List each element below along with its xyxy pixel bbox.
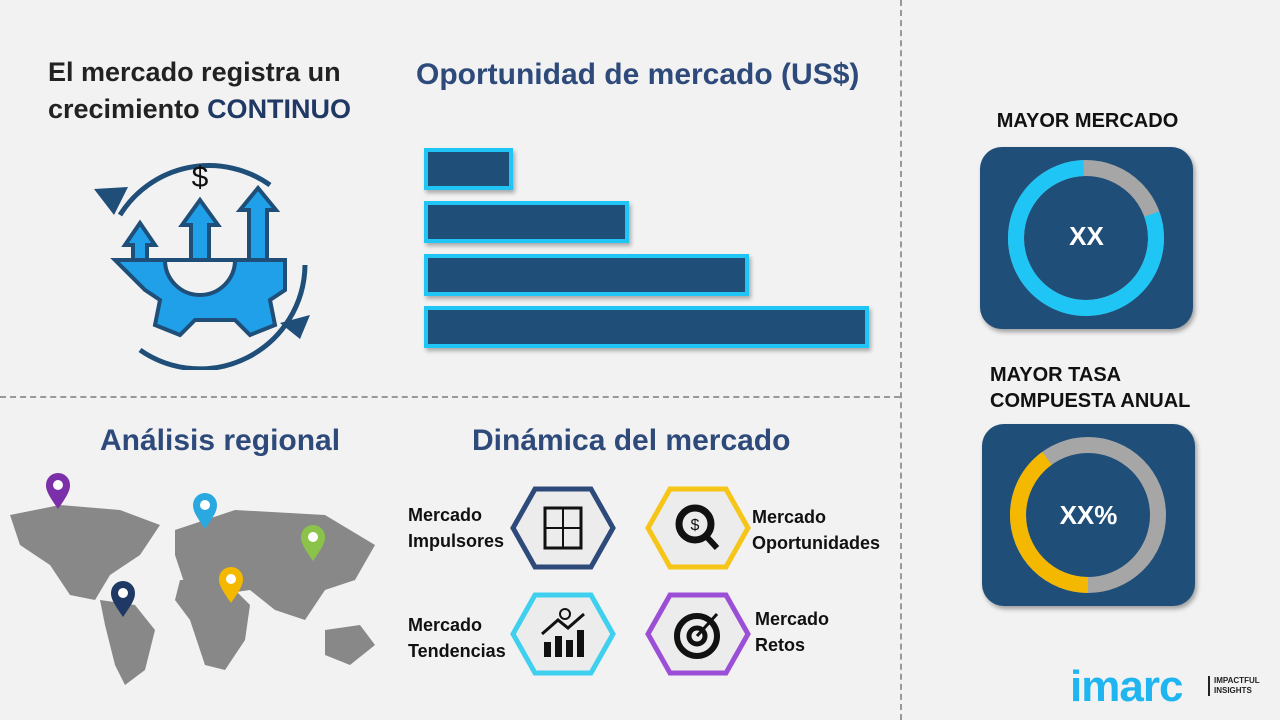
cagr-title-line2: COMPUESTA ANUAL bbox=[990, 390, 1191, 412]
location-pin-icon bbox=[111, 581, 135, 617]
dynamics-label: Mercado Oportunidades bbox=[752, 507, 881, 553]
location-pin-icon bbox=[46, 473, 70, 509]
cagr-card: XX% bbox=[982, 424, 1195, 606]
magnifier-dollar-icon: $ bbox=[645, 486, 751, 570]
opportunity-bar bbox=[424, 254, 749, 296]
logo-tag2: INSIGHTS bbox=[1214, 686, 1252, 695]
cagr-title-line1: MAYOR TASA bbox=[990, 364, 1122, 386]
dynamics-label: Mercado Impulsores bbox=[408, 505, 505, 551]
svg-text:$: $ bbox=[691, 517, 700, 534]
largest-market-title: MAYOR MERCADO bbox=[996, 110, 1179, 132]
imarc-logo: imarc IMPACTFUL INSIGHTS bbox=[1070, 662, 1260, 712]
dynamics-label: Mercado Retos bbox=[755, 609, 830, 655]
cagr-donut bbox=[1010, 437, 1166, 593]
target-icon bbox=[645, 592, 751, 676]
regional-title: Análisis regional bbox=[100, 424, 341, 457]
location-pin-icon bbox=[193, 493, 217, 529]
opportunity-bar bbox=[424, 201, 629, 243]
puzzle-icon bbox=[510, 486, 616, 570]
logo-tag1: IMPACTFUL bbox=[1214, 676, 1260, 685]
location-pin-icon bbox=[301, 525, 325, 561]
horizontal-divider bbox=[0, 396, 900, 398]
vertical-divider bbox=[900, 0, 902, 720]
logo-name: imarc bbox=[1070, 662, 1183, 711]
growth-gear-icon: $ bbox=[94, 161, 310, 370]
opportunity-bar bbox=[424, 306, 869, 348]
cagr-title: MAYOR TASA COMPUESTA ANUAL bbox=[990, 362, 1190, 414]
largest-market-card: XX bbox=[980, 147, 1193, 329]
chart-trend-icon bbox=[510, 592, 616, 676]
dynamics-title: Dinámica del mercado bbox=[472, 424, 791, 457]
svg-text:$: $ bbox=[192, 161, 209, 194]
opportunity-bar bbox=[424, 148, 513, 190]
growth-line2: crecimiento bbox=[48, 94, 208, 124]
opportunity-title: Oportunidad de mercado (US$) bbox=[416, 58, 860, 91]
growth-line1: El mercado registra un bbox=[48, 57, 341, 87]
donut-fill bbox=[1010, 437, 1166, 593]
dynamics-label: Mercado Tendencias bbox=[408, 615, 506, 661]
largest-market-value: XX bbox=[1069, 221, 1104, 251]
largest-market-donut bbox=[1008, 160, 1164, 316]
growth-heading: El mercado registra un crecimiento CONTI… bbox=[48, 54, 351, 128]
growth-highlight: CONTINUO bbox=[207, 94, 352, 124]
location-pin-icon bbox=[219, 567, 243, 603]
cagr-value: XX% bbox=[1059, 500, 1118, 530]
